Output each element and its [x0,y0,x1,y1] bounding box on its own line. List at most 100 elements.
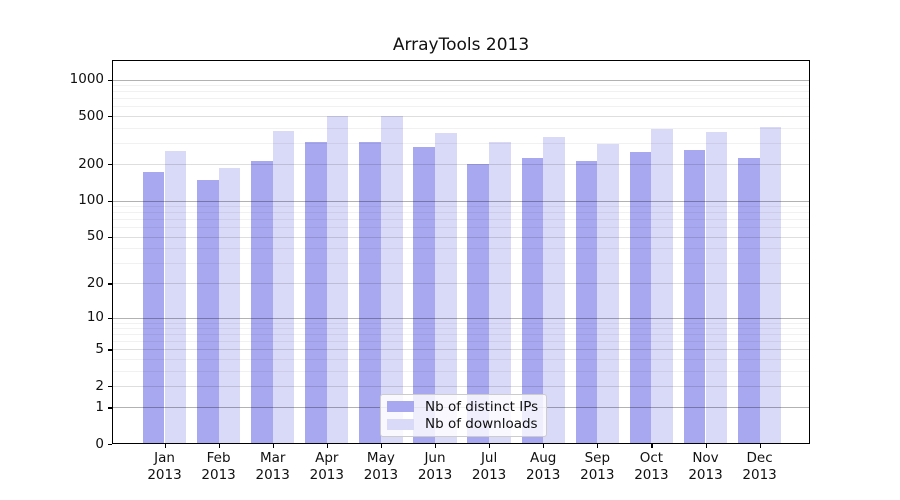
bar-downloads [759,126,782,444]
bar-distinct-ips [467,164,490,444]
gridline-minor [112,98,810,100]
x-tick-label-month: Jul [480,450,498,466]
legend-item-downloads: Nb of downloads [387,416,538,434]
x-tick-label-year: 2013 [201,466,236,483]
gridline-minor [112,142,810,144]
y-tick-label: 2 [95,377,104,394]
bar-downloads [380,116,403,444]
y-tick-mark [108,444,112,446]
legend-label-downloads: Nb of downloads [425,416,538,433]
bar-distinct-ips [251,160,273,444]
x-tick-label-month: Dec [746,450,773,466]
y-tick-label: 0 [95,435,104,452]
gridline-minor [112,262,810,264]
bar-distinct-ips [683,149,706,444]
x-tick-label-year: 2013 [634,466,669,483]
bar-downloads [489,142,511,444]
x-tick-mark [543,444,545,448]
y-tick-mark [108,386,112,388]
gridline-mid [112,349,810,351]
y-tick-mark [108,407,112,409]
x-tick-mark [759,444,761,448]
gridline-mid [112,386,810,388]
x-tick-label: Apr 2013 [295,450,359,483]
gridline-minor [112,341,810,343]
x-tick-label-year: 2013 [580,466,615,483]
y-tick-mark [108,317,112,319]
x-tick-label-month: Feb [206,450,231,466]
x-tick-mark [380,444,383,448]
gridline-mid [112,236,810,238]
y-tick-mark [108,283,112,285]
x-tick-label-month: Apr [315,450,339,466]
gridline-minor [112,359,810,361]
y-tick-mark [108,200,112,202]
x-tick-mark [489,444,491,448]
bar-downloads [705,131,728,444]
x-tick-label: Feb 2013 [187,450,251,483]
y-tick-mark [108,236,112,238]
gridline-minor [112,248,810,250]
gridline-minor [112,212,810,214]
chart-title: ArrayTools 2013 [392,35,530,55]
x-tick-label-year: 2013 [255,466,290,483]
gridline-minor [112,127,810,129]
bar-distinct-ips [575,161,598,444]
gridline-minor [112,328,810,330]
gridline-major [112,317,810,319]
x-tick-mark [218,444,220,448]
gridline-mid [112,283,810,285]
gridline-minor [112,219,810,221]
x-tick-label-month: Jun [424,450,446,466]
bar-distinct-ips [305,142,327,444]
bar-distinct-ips [359,141,381,444]
y-tick-label: 50 [86,228,104,245]
y-tick-label: 5 [95,340,104,357]
x-tick-label-year: 2013 [417,466,453,483]
x-tick-label: Aug 2013 [511,450,575,483]
x-tick-label-month: Mar [259,450,286,466]
x-tick-label: Mar 2013 [241,450,305,483]
gridline-minor [112,334,810,336]
y-tick-mark [108,164,112,166]
x-tick-label-year: 2013 [363,466,399,483]
x-tick-label-month: May [366,450,395,466]
y-tick-label: 20 [86,274,104,291]
x-tick-label: Jul 2013 [457,450,521,483]
gridline-major [112,79,810,81]
x-tick-label: May 2013 [349,450,413,483]
x-tick-label: Oct 2013 [619,450,683,483]
gridline-minor [112,206,810,208]
x-tick-label: Dec 2013 [728,450,792,483]
x-tick-label-month: Oct [639,450,664,466]
x-tick-mark [435,444,437,448]
bar-downloads [543,137,565,444]
x-tick-label: Jan 2013 [133,450,197,483]
bar-downloads [435,132,457,444]
bar-downloads [326,116,349,444]
x-tick-label: Jun 2013 [403,450,467,483]
x-tick-label-year: 2013 [742,466,777,483]
gridline-minor [112,85,810,87]
y-tick-label: 10 [86,309,104,326]
x-tick-label-month: Sep [584,450,611,466]
x-tick-label-year: 2013 [471,466,507,483]
gridline-mid [112,116,810,118]
gridline-minor [112,91,810,93]
y-tick-label: 1000 [69,71,104,88]
gridline-minor [112,322,810,324]
x-tick-label-month: Jan [154,450,175,466]
bar-downloads [164,151,187,444]
gridline-major [112,200,810,202]
x-tick-mark [164,444,166,448]
legend-swatch-downloads [387,418,414,430]
bar-distinct-ips [142,172,165,444]
gridline-minor [112,227,810,229]
y-tick-label: 100 [78,192,104,209]
x-tick-mark [272,444,274,448]
legend-item-distinct-ips: Nb of distinct IPs [387,398,538,416]
bar-distinct-ips [629,151,652,444]
legend-swatch-distinct-ips [387,401,414,413]
bar-distinct-ips [413,147,435,444]
